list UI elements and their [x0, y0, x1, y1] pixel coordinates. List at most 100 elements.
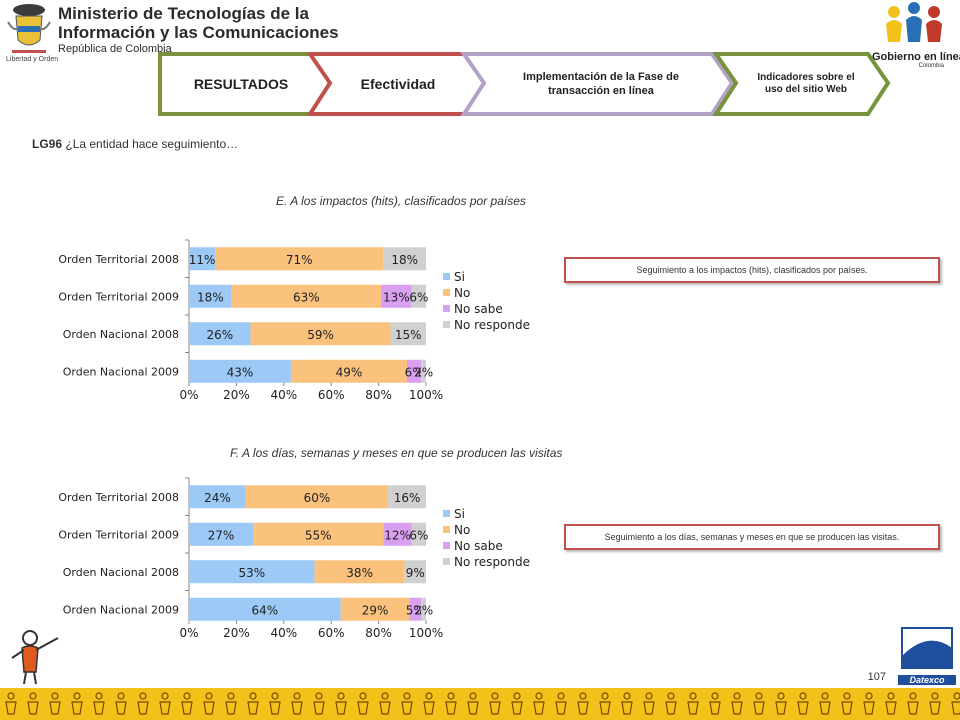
footer-person-icon — [225, 692, 237, 715]
chart-f-category-label: Orden Nacional 2008 — [63, 566, 179, 579]
footer-person-icon — [71, 692, 83, 715]
chart-e-category-label: Orden Nacional 2008 — [63, 328, 179, 341]
datexco-emblem-icon — [901, 627, 953, 669]
chart-e-data-label: 71% — [286, 253, 313, 267]
chart-e-x-tick-label: 80% — [365, 388, 392, 402]
chart-f-title: F. A los días, semanas y meses en que se… — [230, 446, 563, 460]
footer-person-icon — [709, 692, 721, 715]
chart-f-bar — [245, 485, 389, 509]
footer-band — [0, 688, 960, 720]
footer-person-icon — [203, 692, 215, 715]
colombia-coat-of-arms-icon — [4, 2, 54, 60]
chart-f-data-label: 55% — [305, 528, 332, 542]
footer-person-icon — [313, 692, 325, 715]
chart-e-legend-swatch — [443, 273, 450, 280]
chart-e-data-label: 18% — [391, 253, 418, 267]
chart-f-legend-label: No responde — [454, 555, 530, 569]
chart-e-title: E. A los impactos (hits), clasificados p… — [276, 194, 526, 208]
chart-f-legend-swatch — [443, 558, 450, 565]
footer-person-icon — [159, 692, 171, 715]
chart-e-bar — [189, 284, 232, 308]
chart-f-category-label: Orden Nacional 2009 — [63, 603, 179, 616]
chart-e-bar — [231, 284, 381, 308]
chart-f-bar — [189, 560, 315, 584]
footer-person-icon — [49, 692, 61, 715]
chart-f-bar — [189, 485, 246, 509]
ministry-name: Ministerio de Tecnologías de la Informac… — [58, 4, 339, 56]
nav-tab-efectividad[interactable]: Efectividad — [360, 76, 436, 92]
footer-person-icon — [445, 692, 457, 715]
chart-f-data-label: 6% — [409, 528, 428, 542]
nav-arrows — [158, 52, 891, 116]
chart-e-legend-label: No sabe — [454, 302, 503, 316]
chart-f-bar — [189, 597, 341, 621]
footer-person-icon — [5, 692, 17, 715]
chart-f-data-label: 64% — [252, 603, 279, 617]
chart-f-legend-swatch — [443, 510, 450, 517]
chart-e-data-label: 15% — [395, 328, 422, 342]
chart-e-data-label: 11% — [189, 253, 216, 267]
chart-f-x-tick-label: 20% — [223, 626, 250, 640]
footer-person-icon — [599, 692, 611, 715]
footer-person-icon — [797, 692, 809, 715]
chart-e-data-label: 6% — [409, 290, 428, 304]
chart-f-data-label: 29% — [362, 603, 389, 617]
footer-person-icon — [357, 692, 369, 715]
footer-person-icon — [951, 692, 960, 715]
page-number: 107 — [867, 671, 886, 683]
chart-f-legend-label: No — [454, 523, 470, 537]
chart-f-x-tick-label: 0% — [179, 626, 198, 640]
chart-f-category-label: Orden Territorial 2008 — [58, 491, 179, 504]
chart-f-data-label: 27% — [208, 528, 235, 542]
chart-f-category-label: Orden Territorial 2009 — [58, 528, 179, 541]
chart-e-bar — [421, 359, 426, 383]
chart-e-bar — [383, 247, 426, 271]
chart-e-x-tick-label: 0% — [179, 388, 198, 402]
chart-f-legend-label: Si — [454, 507, 465, 521]
footer-person-icon — [621, 692, 633, 715]
gobierno-en-linea-logo: Gobierno en línea Colombia — [872, 2, 960, 69]
ministry-line-1: Ministerio de Tecnologías de la — [58, 4, 309, 23]
chart-e-data-label: 59% — [307, 328, 334, 342]
chart-e-legend-swatch — [443, 289, 450, 296]
footer-person-icon — [731, 692, 743, 715]
chart-e-legend-swatch — [443, 305, 450, 312]
chart-e-data-label: 18% — [197, 290, 224, 304]
chart-f-data-label: 38% — [346, 566, 373, 580]
motto: Libertad y Orden — [6, 56, 59, 63]
chart-f-bar — [189, 522, 253, 546]
nav-arrow-shape-3[interactable] — [460, 52, 735, 116]
nav-tab-implementacion[interactable]: Implementación de la Fase de transacción… — [523, 71, 679, 97]
ministry-line-2: Información y las Comunicaciones — [58, 23, 339, 42]
nav-arrow-shape-4[interactable] — [712, 52, 891, 116]
chart-f-legend-swatch — [443, 542, 450, 549]
chart-e-note: Seguimiento a los impactos (hits), clasi… — [564, 257, 940, 283]
footer-person-icon — [115, 692, 127, 715]
chart-e-bar — [380, 284, 412, 308]
chart-e-bar — [215, 247, 384, 271]
footer-person-icon — [401, 692, 413, 715]
footer-person-icon — [379, 692, 391, 715]
chart-f-data-label: 53% — [238, 566, 265, 580]
footer-person-icon — [753, 692, 765, 715]
chart-f-x-tick-label: 40% — [270, 626, 297, 640]
footer-person-icon — [27, 692, 39, 715]
chart-e-category-label: Orden Nacional 2009 — [63, 365, 179, 378]
chart-e-data-label: 2% — [414, 365, 433, 379]
nav-tab-resultados[interactable]: RESULTADOS — [193, 76, 289, 92]
question-code: LG96 — [32, 137, 63, 151]
people-figures-icon — [886, 2, 942, 42]
nav-tab-indicadores[interactable]: Indicadores sobre el uso del sitio Web — [757, 72, 855, 95]
mascot-figure-icon — [6, 628, 62, 686]
footer-person-icon — [93, 692, 105, 715]
chart-e-category-label: Orden Territorial 2009 — [58, 290, 179, 303]
chart-e-data-label: 26% — [206, 328, 233, 342]
chart-e-x-tick-label: 60% — [318, 388, 345, 402]
chart-e-bar — [407, 359, 422, 383]
footer-person-icon — [643, 692, 655, 715]
footer-people-pattern-icon — [5, 692, 960, 715]
chart-f-bar — [421, 597, 426, 621]
chart-e-bar — [290, 359, 408, 383]
footer-person-icon — [291, 692, 303, 715]
